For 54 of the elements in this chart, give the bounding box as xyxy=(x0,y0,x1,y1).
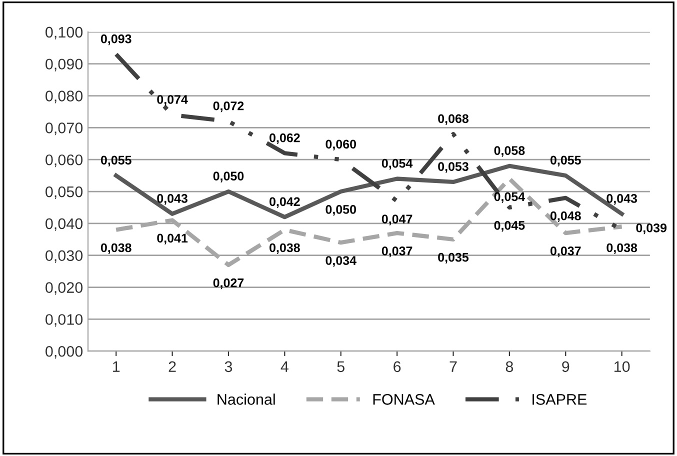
data-label: 0,034 xyxy=(326,256,356,267)
data-label: 0,074 xyxy=(157,95,188,106)
y-tick-label: 0,020 xyxy=(46,282,83,295)
y-tick-label: 0,080 xyxy=(46,90,83,104)
x-tick-label: 3 xyxy=(224,361,232,372)
data-label: 0,050 xyxy=(213,172,244,182)
x-tick-label: 1 xyxy=(113,361,120,372)
data-label: 0,050 xyxy=(326,205,356,216)
data-label: 0,027 xyxy=(213,278,244,290)
data-label: 0,093 xyxy=(100,34,132,46)
data-label: 0,037 xyxy=(550,246,581,258)
x-tick-label: 8 xyxy=(506,361,514,372)
y-tick-label: 0,030 xyxy=(46,250,83,263)
legend-label: ISAPRE xyxy=(532,394,587,405)
y-tick-label: 0,100 xyxy=(46,26,83,40)
x-tick-label: 7 xyxy=(450,361,457,372)
x-tick-label: 2 xyxy=(168,361,176,372)
x-tick-label: 10 xyxy=(614,361,630,372)
data-label: 0,038 xyxy=(606,243,638,254)
y-tick-label: 0,060 xyxy=(46,154,83,168)
data-label: 0,042 xyxy=(270,197,300,208)
data-label: 0,047 xyxy=(382,214,412,226)
data-label: 0,041 xyxy=(157,234,188,244)
x-tick-label: 6 xyxy=(394,361,401,372)
data-label: 0,038 xyxy=(100,243,132,254)
data-label: 0,068 xyxy=(438,114,469,125)
data-label: 0,055 xyxy=(550,156,581,166)
x-tick-label: 4 xyxy=(280,361,288,372)
data-label: 0,062 xyxy=(270,133,300,144)
data-label: 0,072 xyxy=(213,101,244,112)
data-label: 0,038 xyxy=(270,243,300,254)
data-label: 0,058 xyxy=(494,146,525,157)
data-label: 0,055 xyxy=(100,156,132,166)
x-tick-label: 5 xyxy=(337,361,344,372)
data-label: 0,054 xyxy=(382,158,413,170)
y-tick-label: 0,000 xyxy=(46,346,83,359)
x-tick-label: 9 xyxy=(562,361,570,372)
legend-label: FONASA xyxy=(373,394,435,405)
data-label: 0,048 xyxy=(550,211,581,222)
data-label: 0,053 xyxy=(438,162,468,173)
y-tick-label: 0,070 xyxy=(46,122,83,136)
y-tick-label: 0,090 xyxy=(46,58,83,72)
data-label: 0,043 xyxy=(606,194,638,205)
data-label: 0,060 xyxy=(326,140,356,150)
y-tick-label: 0,040 xyxy=(46,218,83,231)
data-label: 0,043 xyxy=(157,194,188,205)
data-label: 0,035 xyxy=(438,252,469,264)
y-tick-label: 0,050 xyxy=(46,186,83,200)
data-label: 0,054 xyxy=(494,192,526,203)
data-label: 0,037 xyxy=(382,246,412,258)
data-label: 0,045 xyxy=(494,220,525,232)
data-label: 0,039 xyxy=(636,223,667,234)
legend-label: Nacional xyxy=(218,394,275,405)
y-tick-label: 0,010 xyxy=(46,314,83,327)
